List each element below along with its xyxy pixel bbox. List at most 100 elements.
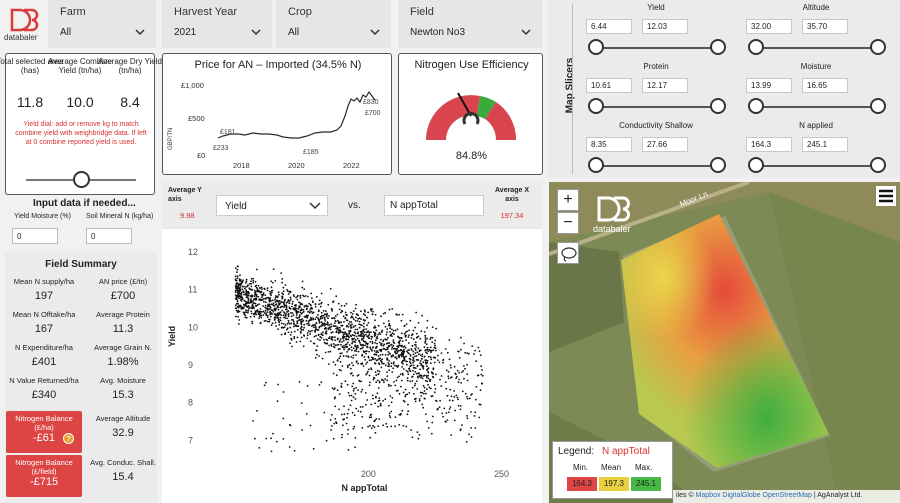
slicer-min-input[interactable]: 164.3 <box>746 137 792 152</box>
scatter-point <box>255 305 258 307</box>
scatter-point <box>418 398 421 400</box>
map-menu-button[interactable] <box>876 186 896 206</box>
slicer-min-handle[interactable] <box>588 39 604 55</box>
scatter-point <box>407 367 410 370</box>
scatter-point <box>481 374 484 377</box>
slicer-max-handle[interactable] <box>870 157 886 173</box>
slicer-min-handle[interactable] <box>748 98 764 114</box>
scatter-point <box>387 345 390 348</box>
scatter-point <box>271 281 274 284</box>
slicer-max-input[interactable]: 245.1 <box>802 137 848 152</box>
scatter-point <box>301 303 304 306</box>
scatter-point <box>392 355 395 357</box>
scatter-point <box>414 341 417 344</box>
zoom-in-button[interactable]: + <box>557 189 579 211</box>
slicer-max-input[interactable]: 12.17 <box>642 78 688 93</box>
scatter-point <box>421 314 423 317</box>
slicer-min-handle[interactable] <box>588 157 604 173</box>
scatter-point <box>266 316 269 319</box>
yield-dial-knob[interactable] <box>73 171 90 188</box>
scatter-point <box>319 315 322 318</box>
slicer-min-handle[interactable] <box>588 98 604 114</box>
slicer-max-input[interactable]: 35.70 <box>802 19 848 34</box>
scatter-point <box>410 337 413 339</box>
scatter-point <box>389 416 392 419</box>
scatter-point <box>384 364 387 367</box>
slicer-min-input[interactable]: 10.61 <box>586 78 632 93</box>
scatter-point <box>423 386 426 389</box>
harvest-year-filter[interactable]: Harvest Year 2021 <box>162 0 272 48</box>
scatter-point <box>466 373 469 375</box>
y-axis-select[interactable]: Yield <box>216 195 328 216</box>
map-draw-button[interactable] <box>557 242 579 264</box>
slicer-min-handle[interactable] <box>748 39 764 55</box>
scatter-point <box>427 383 429 386</box>
scatter-point <box>314 326 317 329</box>
scatter-point <box>356 344 359 347</box>
scatter-point <box>272 304 274 306</box>
slicer-max-input[interactable]: 12.03 <box>642 19 688 34</box>
scatter-point <box>365 350 368 353</box>
an-annot-233: £233 <box>213 145 229 152</box>
slicer-max-handle[interactable] <box>870 98 886 114</box>
farm-filter[interactable]: Farm All <box>48 0 156 48</box>
scatter-point <box>276 299 279 302</box>
scatter-point <box>317 338 319 340</box>
slicer-track[interactable] <box>756 47 878 49</box>
scatter-point <box>347 335 350 338</box>
slicer-max-input[interactable]: 27.66 <box>642 137 688 152</box>
scatter-point <box>424 379 427 382</box>
scatter-point <box>358 323 360 326</box>
scatter-point <box>335 374 338 377</box>
info-icon[interactable]: ? <box>63 433 74 444</box>
slicer-min-input[interactable]: 8.35 <box>586 137 632 152</box>
attribution-osm[interactable]: OpenStreetMap <box>762 492 812 499</box>
slicer-min-input[interactable]: 13.99 <box>746 78 792 93</box>
scatter-point <box>279 302 282 304</box>
slicer-track[interactable] <box>596 165 718 167</box>
slicer-max-handle[interactable] <box>710 157 726 173</box>
scatter-point <box>293 337 296 340</box>
scatter-point <box>234 294 237 296</box>
slicer-max-handle[interactable] <box>870 39 886 55</box>
scatter-point <box>277 291 280 294</box>
scatter-point <box>352 389 355 392</box>
crop-filter[interactable]: Crop All <box>276 0 391 48</box>
scatter-point <box>360 344 363 347</box>
scatter-point <box>438 361 441 364</box>
scatter-point <box>325 439 328 442</box>
slicer-track[interactable] <box>756 106 878 108</box>
attribution-mapbox[interactable]: Mapbox <box>695 492 721 499</box>
scatter-point <box>270 299 272 302</box>
slicer-min-input[interactable]: 32.00 <box>746 19 792 34</box>
scatter-point <box>416 375 419 378</box>
slicer-track[interactable] <box>756 165 878 167</box>
x-axis-input[interactable]: N appTotal <box>384 195 484 216</box>
scatter-point <box>251 303 254 306</box>
scatter-point <box>247 290 250 293</box>
field-filter[interactable]: Field Newton No3 <box>398 0 542 48</box>
scatter-point <box>419 368 421 371</box>
scatter-point <box>355 387 357 389</box>
scatter-point <box>431 395 434 397</box>
scatter-point <box>405 363 408 366</box>
slicer-track[interactable] <box>596 47 718 49</box>
slicer-track[interactable] <box>596 106 718 108</box>
zoom-out-button[interactable]: − <box>557 212 579 234</box>
scatter-point <box>363 325 365 328</box>
slicer-max-handle[interactable] <box>710 39 726 55</box>
soil-mineral-input[interactable]: 0 <box>86 228 132 244</box>
scatter-point <box>302 294 304 297</box>
scatter-point <box>428 348 431 351</box>
slicer-max-input[interactable]: 16.65 <box>802 78 848 93</box>
scatter-point <box>274 303 277 306</box>
slicer-min-handle[interactable] <box>748 157 764 173</box>
slicer-max-handle[interactable] <box>710 98 726 114</box>
attribution-digitalglobe[interactable]: DigitalGlobe <box>722 492 761 499</box>
scatter-point <box>306 334 309 337</box>
scatter-point <box>334 363 337 366</box>
scatter-point <box>340 386 343 388</box>
slicer-min-input[interactable]: 6.44 <box>586 19 632 34</box>
scatter-point <box>315 349 318 352</box>
yield-moisture-input[interactable]: 0 <box>12 228 58 244</box>
